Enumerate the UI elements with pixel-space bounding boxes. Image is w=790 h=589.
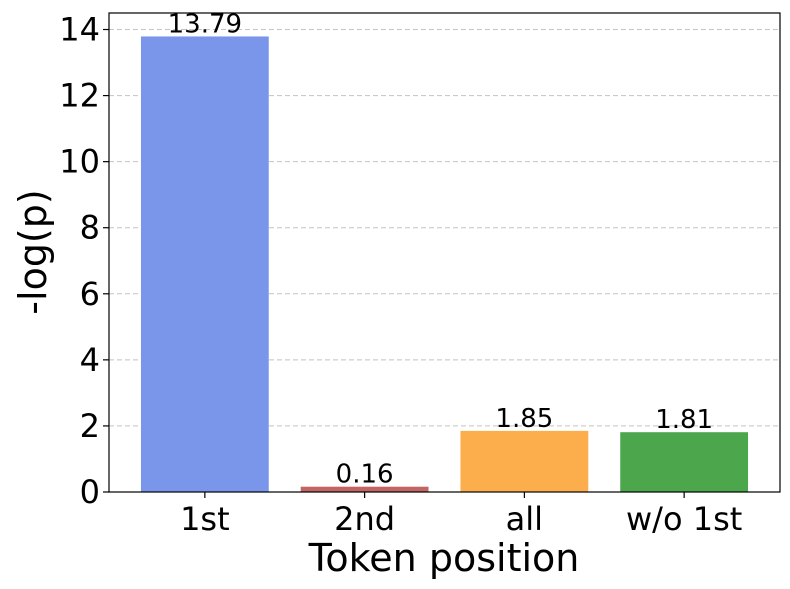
y-tick-label-6: 12 [59,77,100,115]
y-tick-label-0: 0 [80,473,100,511]
bar-0 [140,36,269,493]
x-tick-label-0: 1st [180,500,230,538]
y-tick-label-5: 10 [59,143,100,181]
y-tick-label-2: 4 [80,341,100,379]
bars [140,36,749,493]
x-tick-label-1: 2nd [334,500,395,538]
y-tick-label-4: 8 [80,209,100,247]
y-tick-label-7: 14 [59,11,100,49]
bar-2 [460,430,589,492]
x-axis-label: Token position [308,536,580,580]
data-label-1: 0.16 [336,460,394,490]
data-label-2: 1.85 [495,404,553,434]
y-tick-label-1: 2 [80,407,100,445]
plot-frame [108,12,781,493]
data-label-3: 1.81 [655,405,713,435]
y-tick-label-3: 6 [80,275,100,313]
x-tick-label-3: w/o 1st [626,500,742,538]
x-tick-label-2: all [506,500,543,538]
bar-1 [300,486,429,492]
data-label-0: 13.79 [168,9,242,39]
bar-3 [620,432,749,492]
y-axis-ticks: 0 2 4 6 8 10 12 14 [59,11,109,511]
data-labels: 13.79 0.16 1.85 1.81 [168,9,713,489]
x-axis-ticks: 1st 2nd all w/o 1st [180,492,742,538]
y-axis-label: -log(p) [11,189,55,314]
